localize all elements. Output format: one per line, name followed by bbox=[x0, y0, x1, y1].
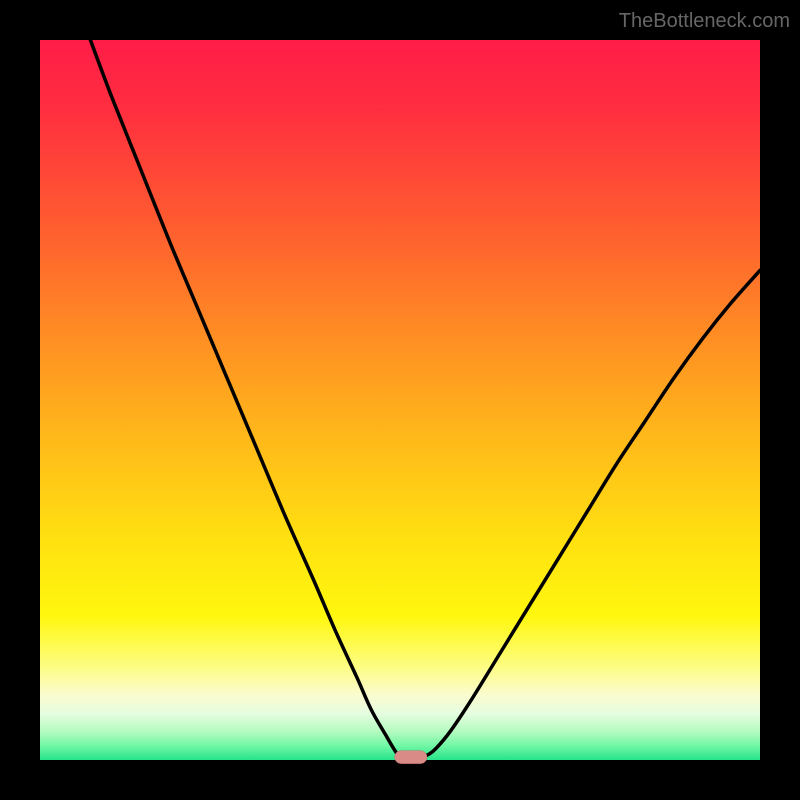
gradient-background bbox=[40, 40, 760, 760]
watermark-text: TheBottleneck.com bbox=[619, 10, 790, 33]
